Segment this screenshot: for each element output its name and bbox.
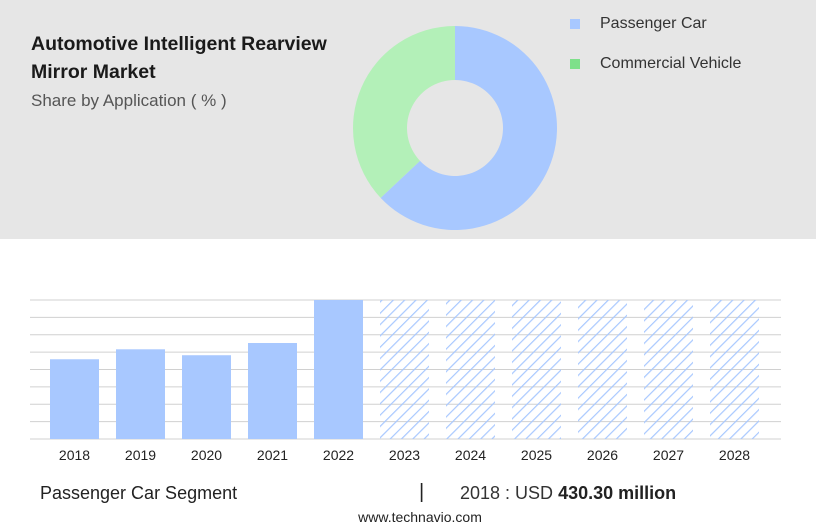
segment-stat-value: 430.30 million [558,483,677,503]
x-tick-2026: 2026 [587,447,618,463]
chart-subtitle: Share by Application ( % ) [31,91,227,110]
x-tick-2025: 2025 [521,447,552,463]
chart-title: Automotive Intelligent Rearview Mirror M… [31,33,327,83]
bar-2028 [710,300,759,439]
donut-slice-commercial-vehicle [352,26,455,198]
legend-item-commercial-vehicle: Commercial Vehicle [570,54,741,74]
bar-2022 [314,300,363,439]
bar-2027 [644,300,693,439]
x-tick-2019: 2019 [125,447,156,463]
donut-chart [352,26,557,231]
x-tick-2023: 2023 [389,447,420,463]
bar-2023 [380,300,429,439]
segment-label: Passenger Car Segment [40,483,238,503]
legend-swatch-commercial-vehicle [570,59,580,69]
legend-label-passenger-car: Passenger Car [600,15,707,32]
bar-2021 [248,342,297,439]
bar-2019 [116,349,165,439]
bar-2020 [182,355,231,439]
segment-stat-prefix: 2018 : USD [460,483,554,503]
bar-2024 [446,300,495,439]
x-tick-2028: 2028 [719,447,750,463]
bar-2025 [512,300,561,439]
bar-chart: 2018 2019 2020 2021 2022 2023 2024 2025 2026 2027… [30,299,781,463]
x-tick-2027: 2027 [653,447,684,463]
bar-2026 [578,300,627,439]
x-tick-2018: 2018 [59,447,90,463]
x-tick-2020: 2020 [191,447,222,463]
bar-2018 [50,359,99,439]
footer-separator: | [419,481,425,503]
legend-label-commercial-vehicle: Commercial Vehicle [600,55,742,72]
source-url: www.technavio.com [358,509,482,525]
x-tick-2024: 2024 [455,447,486,463]
x-tick-2022: 2022 [323,447,354,463]
x-tick-2021: 2021 [257,447,288,463]
legend-item-passenger-car: Passenger Car [570,14,707,34]
donut-slice-passenger-car [380,26,557,231]
segment-stat: 2018 : USD 430.30 million [460,483,676,504]
legend-swatch-passenger-car [570,19,580,29]
